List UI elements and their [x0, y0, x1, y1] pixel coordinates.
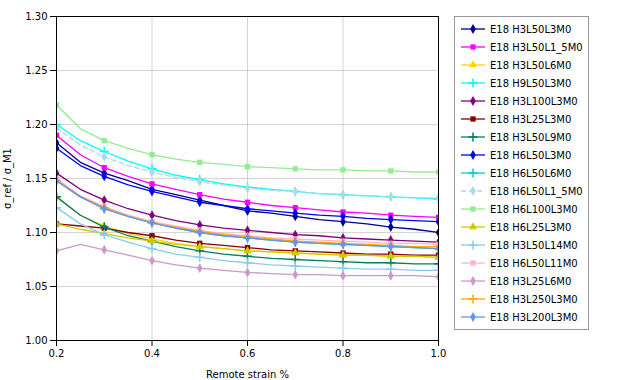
html-text:E18 H6L50L11M0: E18 H6L50L11M0	[490, 257, 578, 269]
html-text:E18 H3L25L6M0: E18 H3L25L6M0	[490, 275, 572, 287]
svg-text:1.15: 1.15	[25, 173, 47, 184]
svg-text:1.00: 1.00	[25, 335, 47, 346]
svg-text:0.2: 0.2	[49, 348, 65, 359]
html-text:E18 H3L50L14M0: E18 H3L50L14M0	[490, 239, 578, 251]
html-text:E18 H3L50L1_5M0: E18 H3L50L1_5M0	[490, 41, 583, 53]
html-text:E18 H3L50L3M0: E18 H3L50L3M0	[490, 23, 572, 35]
svg-text:1.25: 1.25	[25, 65, 47, 76]
svg-text:1.05: 1.05	[25, 281, 47, 292]
svg-text:1.10: 1.10	[25, 227, 47, 238]
html-text:E18 H6L100L3M0: E18 H6L100L3M0	[490, 203, 578, 215]
html-text:E18 H6L25L3M0: E18 H6L25L3M0	[490, 221, 572, 233]
html-text:E18 H3L250L3M0: E18 H3L250L3M0	[490, 293, 578, 305]
svg-text:0.8: 0.8	[335, 348, 351, 359]
svg-text:σ_ref / σ_M1: σ_ref / σ_M1	[2, 148, 14, 209]
svg-text:0.4: 0.4	[144, 348, 160, 359]
html-text:E18 H6L50L6M0: E18 H6L50L6M0	[490, 167, 572, 179]
svg-text:1.20: 1.20	[25, 119, 47, 130]
html-text:E18 H6L50L3M0: E18 H6L50L3M0	[490, 149, 572, 161]
html-text:E18 H3L100L3M0: E18 H3L100L3M0	[490, 95, 578, 107]
svg-text:0.6: 0.6	[240, 348, 256, 359]
html-text:E18 H6L50L1_5M0: E18 H6L50L1_5M0	[490, 185, 583, 197]
svg-text:1.0: 1.0	[431, 348, 447, 359]
html-text:E18 H9L50L3M0: E18 H9L50L3M0	[490, 77, 572, 89]
svg-text:1.30: 1.30	[25, 11, 47, 22]
html-text:E18 H3L50L6M0: E18 H3L50L6M0	[490, 59, 572, 71]
html-text:E18 H3L25L3M0: E18 H3L25L3M0	[490, 113, 572, 125]
html-text:E18 H3L50L9M0: E18 H3L50L9M0	[490, 131, 572, 143]
html-text:E18 H3L200L3M0: E18 H3L200L3M0	[490, 311, 578, 323]
svg-text:Remote strain %: Remote strain %	[206, 369, 289, 380]
